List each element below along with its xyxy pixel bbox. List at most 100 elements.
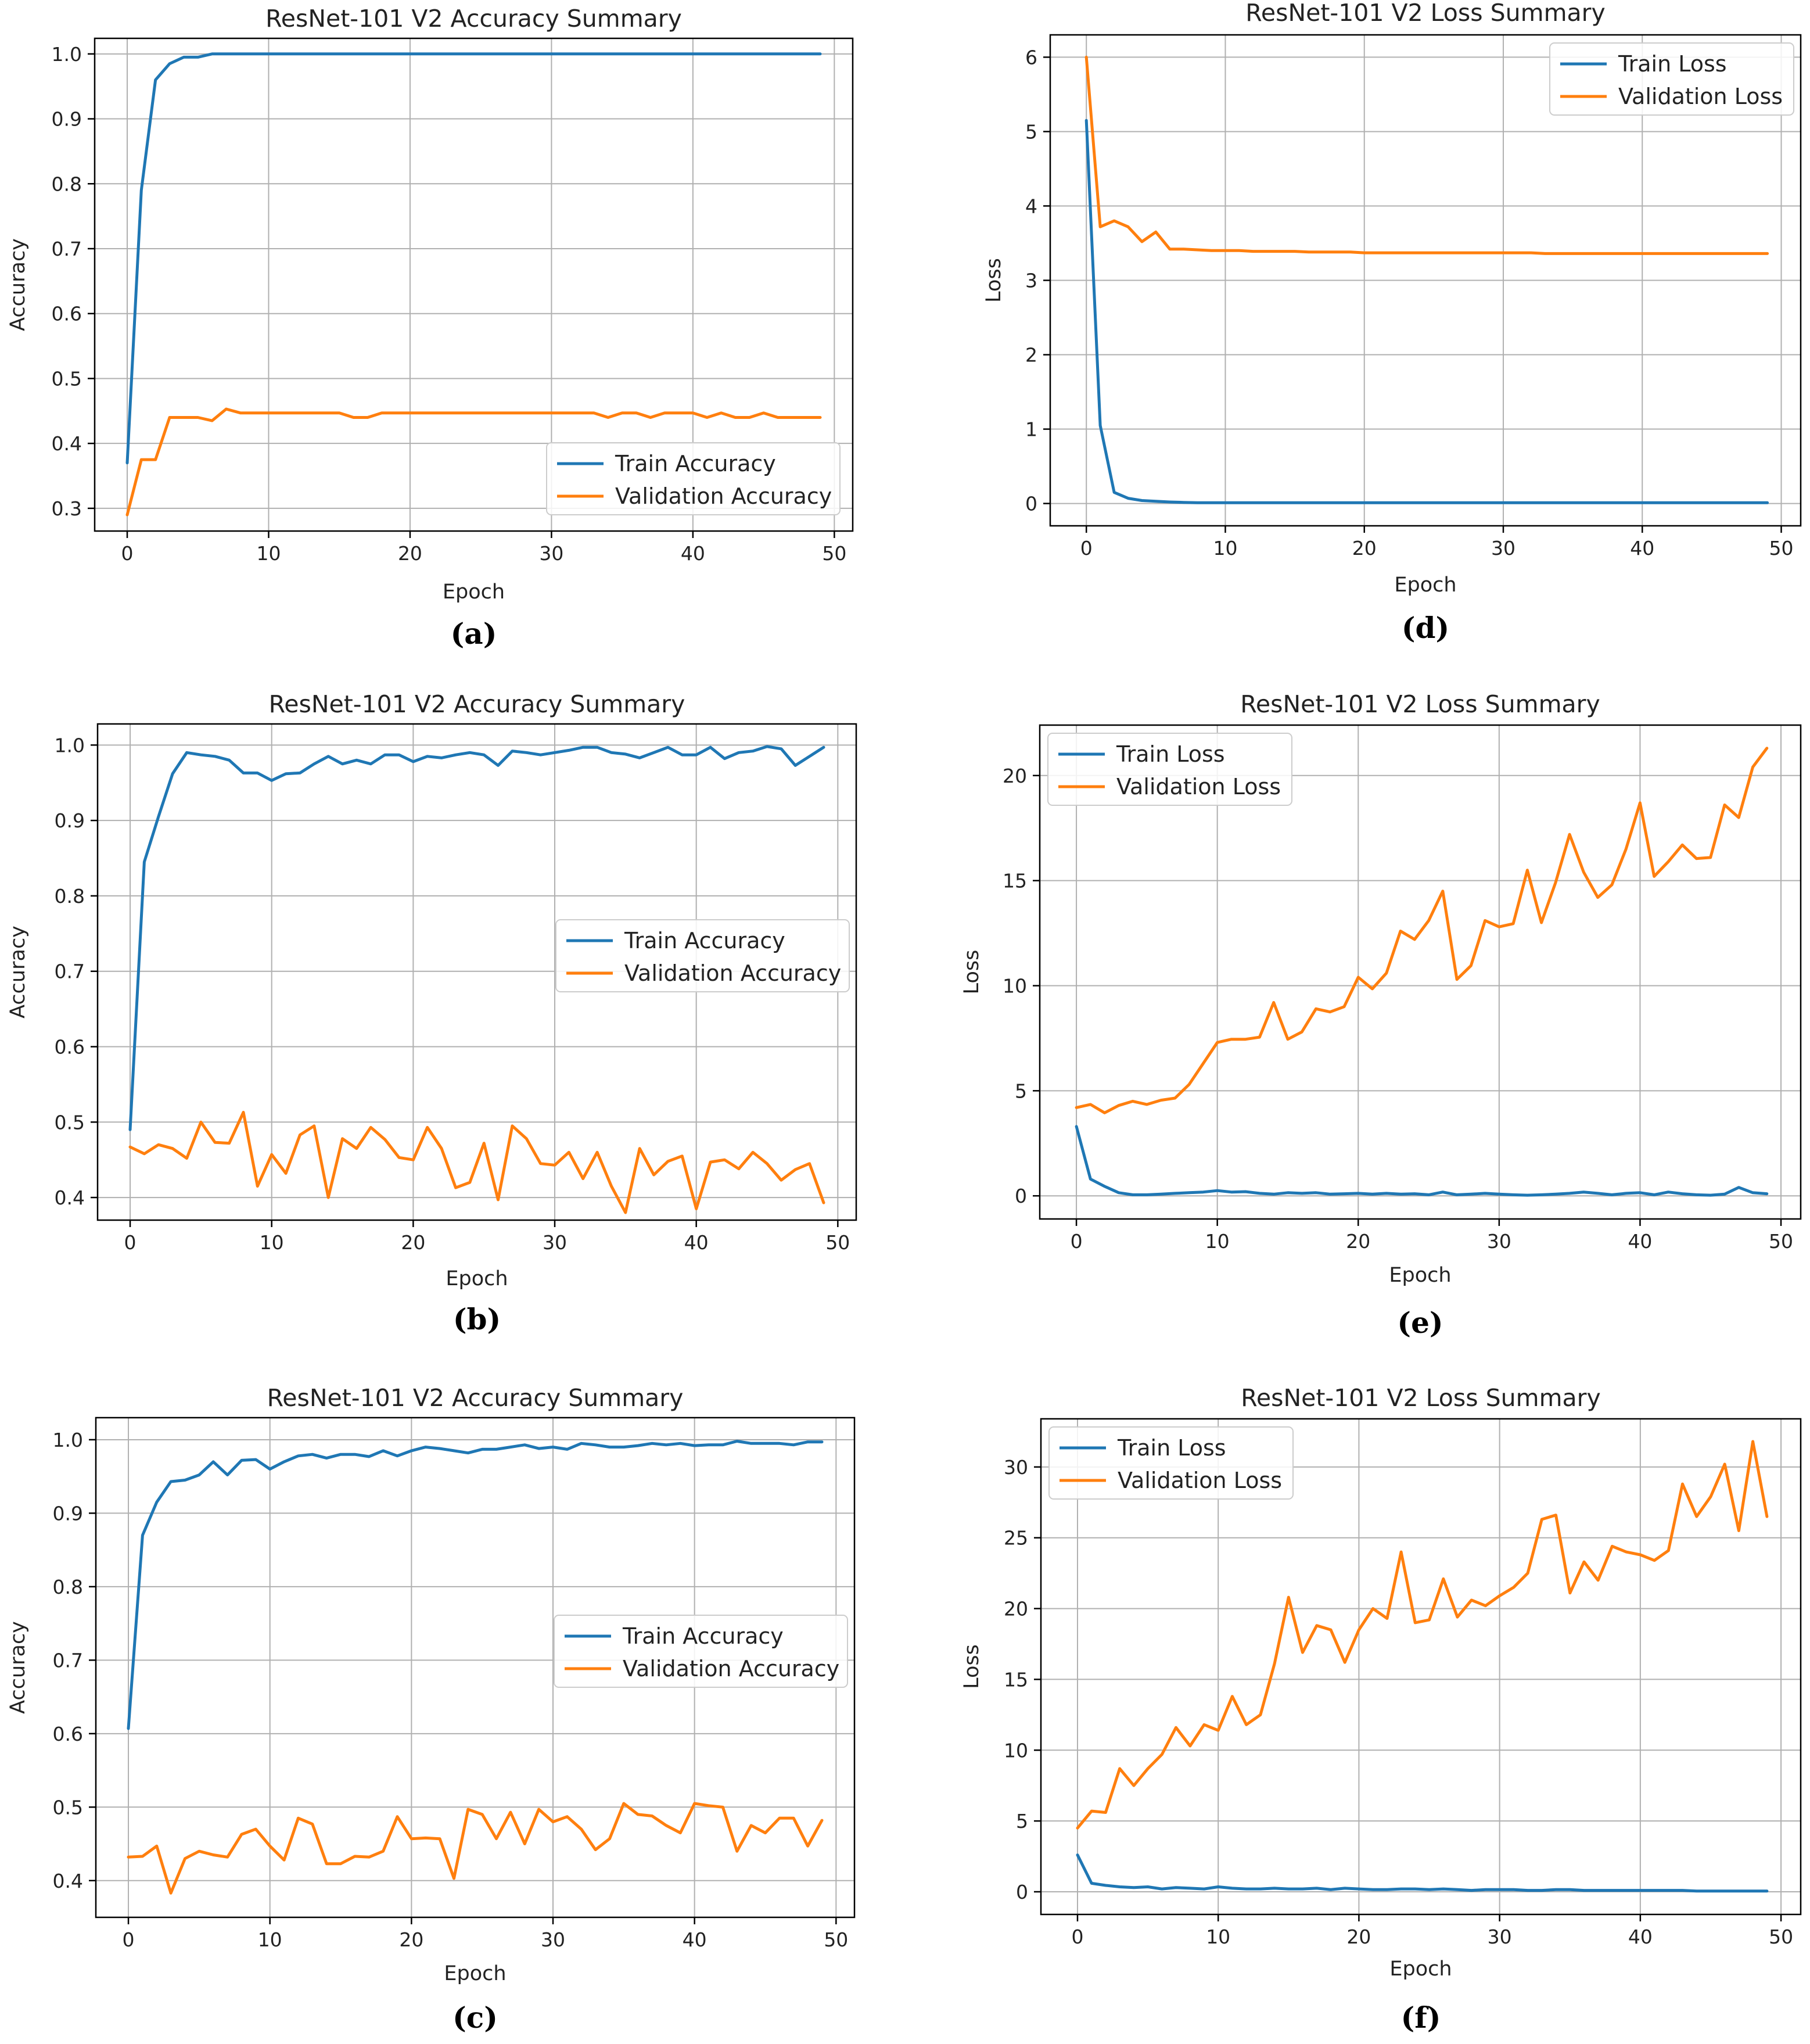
y-tick-label: 0.6 [52, 303, 82, 325]
chart-panel-e: 0 10 20 30 40 50 0 5 10 15 20 ResNet-101 V2 Loss Su… [960, 690, 1802, 1340]
train-series-line [127, 1440, 824, 1730]
plot-frame [96, 723, 857, 1221]
x-axis-label: Epoch [1394, 573, 1456, 597]
x-tick-label: 30 [1488, 1925, 1512, 1948]
legend: Train Loss Validation Loss [1047, 733, 1292, 806]
x-tick-label: 20 [1346, 1230, 1370, 1253]
x-axis-label: Epoch [446, 1267, 508, 1290]
x-tick-label: 50 [825, 1231, 850, 1254]
panel-caption: (c) [452, 2000, 498, 2035]
x-tick-label: 20 [399, 1928, 423, 1951]
panel-caption: (f) [1401, 2000, 1441, 2035]
chart-title: ResNet-101 V2 Accuracy Summary [269, 690, 685, 718]
plot-frame [94, 37, 854, 532]
x-tick-label: 10 [256, 542, 281, 565]
x-tick-label: 10 [260, 1231, 284, 1254]
x-tick-label: 20 [1352, 537, 1377, 560]
train-series-line [125, 52, 822, 465]
x-tick-label: 10 [1206, 1925, 1230, 1948]
x-tick-label: 0 [123, 1928, 135, 1951]
legend-box [546, 442, 841, 515]
x-tick-label: 30 [541, 1928, 565, 1951]
legend: Train Accuracy Validation Accuracy [555, 919, 850, 992]
y-tick-label: 0.8 [53, 1576, 83, 1598]
legend-label-train: Train Accuracy [615, 451, 776, 476]
chart-title: ResNet-101 V2 Accuracy Summary [267, 1384, 684, 1412]
x-tick-label: 50 [1769, 1230, 1793, 1253]
validation-series-line [127, 1802, 824, 1895]
y-tick-label: 6 [1025, 46, 1037, 69]
y-tick-label: 0 [1025, 493, 1037, 515]
y-tick-label: 20 [1004, 1598, 1028, 1620]
y-tick-label: 5 [1016, 1810, 1028, 1833]
x-tick-label: 20 [398, 542, 422, 565]
x-tick-label: 40 [683, 1928, 707, 1951]
chart-panel-f: 0 10 20 30 40 50 0 5 10 15 20 25 30 ResNet-101 V2 Los… [960, 1384, 1802, 2035]
y-axis-label: Accuracy [6, 1621, 30, 1714]
legend-label-train: Train Loss [1618, 51, 1727, 77]
y-tick-label: 0.5 [52, 367, 82, 390]
y-tick-label: 0.5 [53, 1796, 83, 1819]
train-series-line [1076, 1853, 1769, 1893]
x-tick-label: 0 [1071, 1925, 1083, 1948]
chart-title: ResNet-101 V2 Accuracy Summary [265, 5, 682, 33]
x-axis-label: Epoch [444, 1962, 506, 1985]
y-tick-label: 1 [1025, 418, 1037, 441]
legend: Train Loss Validation Loss [1549, 42, 1794, 116]
y-tick-label: 10 [1003, 975, 1027, 998]
y-tick-label: 15 [1004, 1668, 1028, 1691]
legend-box [554, 1615, 848, 1688]
y-tick-label: 1.0 [52, 43, 82, 66]
y-tick-label: 10 [1004, 1739, 1028, 1762]
y-axis-label: Loss [960, 950, 983, 995]
y-tick-label: 4 [1025, 195, 1037, 217]
x-tick-label: 40 [681, 542, 705, 565]
y-tick-label: 30 [1004, 1456, 1028, 1479]
legend-label-train: Train Accuracy [622, 1623, 784, 1649]
x-tick-label: 30 [1491, 537, 1515, 560]
validation-series-line [1075, 747, 1769, 1114]
train-series-line [128, 745, 825, 1131]
y-tick-label: 0.8 [55, 885, 85, 908]
x-tick-label: 30 [539, 542, 563, 565]
y-tick-label: 0 [1015, 1185, 1027, 1207]
x-tick-label: 0 [124, 1231, 137, 1254]
y-axis-label: Accuracy [6, 926, 30, 1019]
legend-box [1048, 1426, 1294, 1500]
x-axis-label: Epoch [1389, 1264, 1451, 1287]
panel-caption: (e) [1397, 1306, 1443, 1340]
x-tick-label: 40 [1630, 537, 1654, 560]
y-tick-label: 0.6 [53, 1723, 83, 1745]
plot-frame [1039, 724, 1802, 1220]
validation-series-line [125, 407, 822, 517]
y-tick-label: 0.6 [55, 1035, 85, 1058]
x-axis-label: Epoch [1389, 1957, 1452, 1981]
y-tick-label: 3 [1025, 270, 1037, 292]
x-tick-label: 0 [1080, 537, 1093, 560]
validation-series-line [1084, 55, 1769, 255]
y-tick-label: 5 [1015, 1080, 1027, 1102]
chart-title: ResNet-101 V2 Loss Summary [1240, 690, 1600, 718]
legend-label-validation: Validation Loss [1618, 84, 1783, 109]
x-tick-label: 50 [1769, 1925, 1793, 1948]
y-tick-label: 0.9 [53, 1502, 83, 1525]
chart-title: ResNet-101 V2 Loss Summary [1245, 0, 1606, 27]
x-tick-label: 0 [1071, 1230, 1083, 1253]
legend-box [555, 919, 850, 992]
x-tick-label: 50 [822, 542, 846, 565]
x-tick-label: 10 [1205, 1230, 1230, 1253]
legend-box [1047, 733, 1292, 806]
chart-panel-c: 0 10 20 30 40 50 0.4 0.5 0.6 0.7 0.8 0.9 1.0 ResNet-1… [6, 1384, 856, 2035]
x-tick-label: 40 [684, 1231, 709, 1254]
legend: Train Loss Validation Loss [1048, 1426, 1294, 1500]
y-tick-label: 15 [1003, 870, 1027, 892]
legend-box [1549, 42, 1794, 116]
y-tick-label: 5 [1025, 120, 1037, 143]
legend-label-train: Train Loss [1116, 741, 1225, 767]
legend-label-train: Train Accuracy [624, 928, 785, 953]
y-tick-label: 0.9 [55, 809, 85, 832]
train-series-line [1075, 1125, 1769, 1197]
chart-title: ResNet-101 V2 Loss Summary [1241, 1384, 1601, 1412]
legend-label-train: Train Loss [1117, 1435, 1226, 1461]
